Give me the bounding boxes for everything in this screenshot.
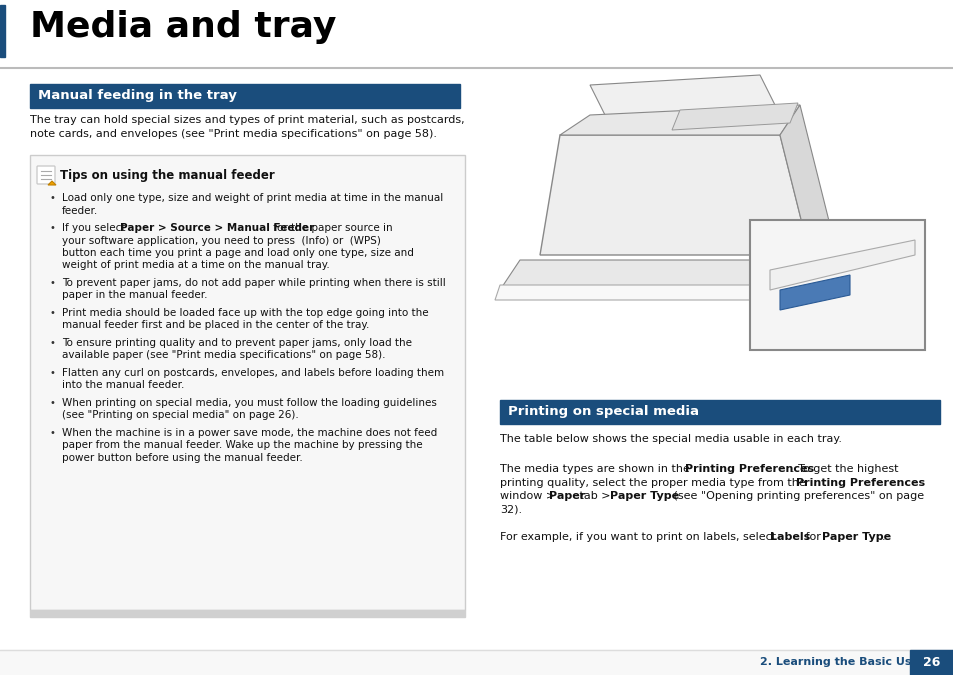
Text: Print media should be loaded face up with the top edge going into the: Print media should be loaded face up wit… xyxy=(62,308,428,318)
Text: Printing on special media: Printing on special media xyxy=(507,406,699,418)
Text: •: • xyxy=(50,223,56,233)
Text: •: • xyxy=(50,193,56,203)
Text: power button before using the manual feeder.: power button before using the manual fee… xyxy=(62,453,302,463)
Text: available paper (see "Print media specifications" on page 58).: available paper (see "Print media specif… xyxy=(62,350,385,360)
Text: Load only one type, size and weight of print media at time in the manual: Load only one type, size and weight of p… xyxy=(62,193,443,203)
Text: If you select: If you select xyxy=(62,223,129,233)
Text: (see "Printing on special media" on page 26).: (see "Printing on special media" on page… xyxy=(62,410,298,421)
Text: 26: 26 xyxy=(923,655,940,668)
Polygon shape xyxy=(780,105,829,255)
Text: The tray can hold special sizes and types of print material, such as postcards,: The tray can hold special sizes and type… xyxy=(30,115,464,125)
Text: Media and tray: Media and tray xyxy=(30,10,336,44)
Text: •: • xyxy=(50,308,56,318)
Text: 2. Learning the Basic Usage: 2. Learning the Basic Usage xyxy=(760,657,933,667)
Polygon shape xyxy=(559,105,800,135)
Text: manual feeder first and be placed in the center of the tray.: manual feeder first and be placed in the… xyxy=(62,321,369,331)
Polygon shape xyxy=(499,260,789,290)
Text: button each time you print a page and load only one type, size and: button each time you print a page and lo… xyxy=(62,248,414,258)
Text: 32).: 32). xyxy=(499,504,521,514)
Text: (see "Opening printing preferences" on page: (see "Opening printing preferences" on p… xyxy=(669,491,923,501)
Bar xyxy=(749,220,924,350)
Polygon shape xyxy=(48,181,56,185)
Text: Labels: Labels xyxy=(769,532,809,542)
Text: To prevent paper jams, do not add paper while printing when there is still: To prevent paper jams, do not add paper … xyxy=(62,278,445,288)
Text: . To get the highest: . To get the highest xyxy=(790,464,898,474)
Text: The media types are shown in the: The media types are shown in the xyxy=(499,464,693,474)
Text: feeder.: feeder. xyxy=(62,205,98,215)
Text: tab >: tab > xyxy=(576,491,614,501)
Text: •: • xyxy=(50,428,56,438)
Text: weight of print media at a time on the manual tray.: weight of print media at a time on the m… xyxy=(62,261,330,271)
FancyBboxPatch shape xyxy=(37,166,55,184)
Bar xyxy=(30,610,464,617)
Polygon shape xyxy=(769,240,914,290)
Text: The table below shows the special media usable in each tray.: The table below shows the special media … xyxy=(499,434,841,444)
Text: note cards, and envelopes (see "Print media specifications" on page 58).: note cards, and envelopes (see "Print me… xyxy=(30,129,436,139)
Text: Paper > Source > Manual Feeder: Paper > Source > Manual Feeder xyxy=(120,223,314,233)
Text: Printing Preferences: Printing Preferences xyxy=(795,477,924,487)
Bar xyxy=(909,650,953,675)
Text: •: • xyxy=(50,278,56,288)
Text: •: • xyxy=(50,398,56,408)
Text: Manual feeding in the tray: Manual feeding in the tray xyxy=(38,90,236,103)
Text: Flatten any curl on postcards, envelopes, and labels before loading them: Flatten any curl on postcards, envelopes… xyxy=(62,368,444,378)
Bar xyxy=(30,84,459,108)
Text: Paper Type: Paper Type xyxy=(821,532,890,542)
Text: .: . xyxy=(882,532,884,542)
Text: for: for xyxy=(801,532,823,542)
Bar xyxy=(0,650,953,675)
Bar xyxy=(30,155,464,610)
Text: When printing on special media, you must follow the loading guidelines: When printing on special media, you must… xyxy=(62,398,436,408)
Polygon shape xyxy=(589,75,780,125)
Text: paper in the manual feeder.: paper in the manual feeder. xyxy=(62,290,208,300)
Text: To ensure printing quality and to prevent paper jams, only load the: To ensure printing quality and to preven… xyxy=(62,338,412,348)
Text: •: • xyxy=(50,338,56,348)
Text: Tips on using the manual feeder: Tips on using the manual feeder xyxy=(60,169,274,182)
Text: For example, if you want to print on labels, select: For example, if you want to print on lab… xyxy=(499,532,779,542)
Polygon shape xyxy=(671,103,797,130)
Text: window >: window > xyxy=(499,491,558,501)
Text: into the manual feeder.: into the manual feeder. xyxy=(62,381,184,391)
Bar xyxy=(499,75,939,395)
Text: •: • xyxy=(50,368,56,378)
Polygon shape xyxy=(780,275,849,310)
Text: paper from the manual feeder. Wake up the machine by pressing the: paper from the manual feeder. Wake up th… xyxy=(62,441,422,450)
Polygon shape xyxy=(495,285,784,300)
Text: for the paper source in: for the paper source in xyxy=(270,223,393,233)
Text: printing quality, select the proper media type from the: printing quality, select the proper medi… xyxy=(499,477,808,487)
Bar xyxy=(499,400,939,424)
Bar xyxy=(0,5,5,57)
Polygon shape xyxy=(539,135,809,255)
Text: Printing Preferences: Printing Preferences xyxy=(684,464,813,474)
Text: Paper Type: Paper Type xyxy=(609,491,679,501)
Text: When the machine is in a power save mode, the machine does not feed: When the machine is in a power save mode… xyxy=(62,428,436,438)
Text: your software application, you need to press  (Info) or  (WPS): your software application, you need to p… xyxy=(62,236,380,246)
Text: Paper: Paper xyxy=(548,491,584,501)
